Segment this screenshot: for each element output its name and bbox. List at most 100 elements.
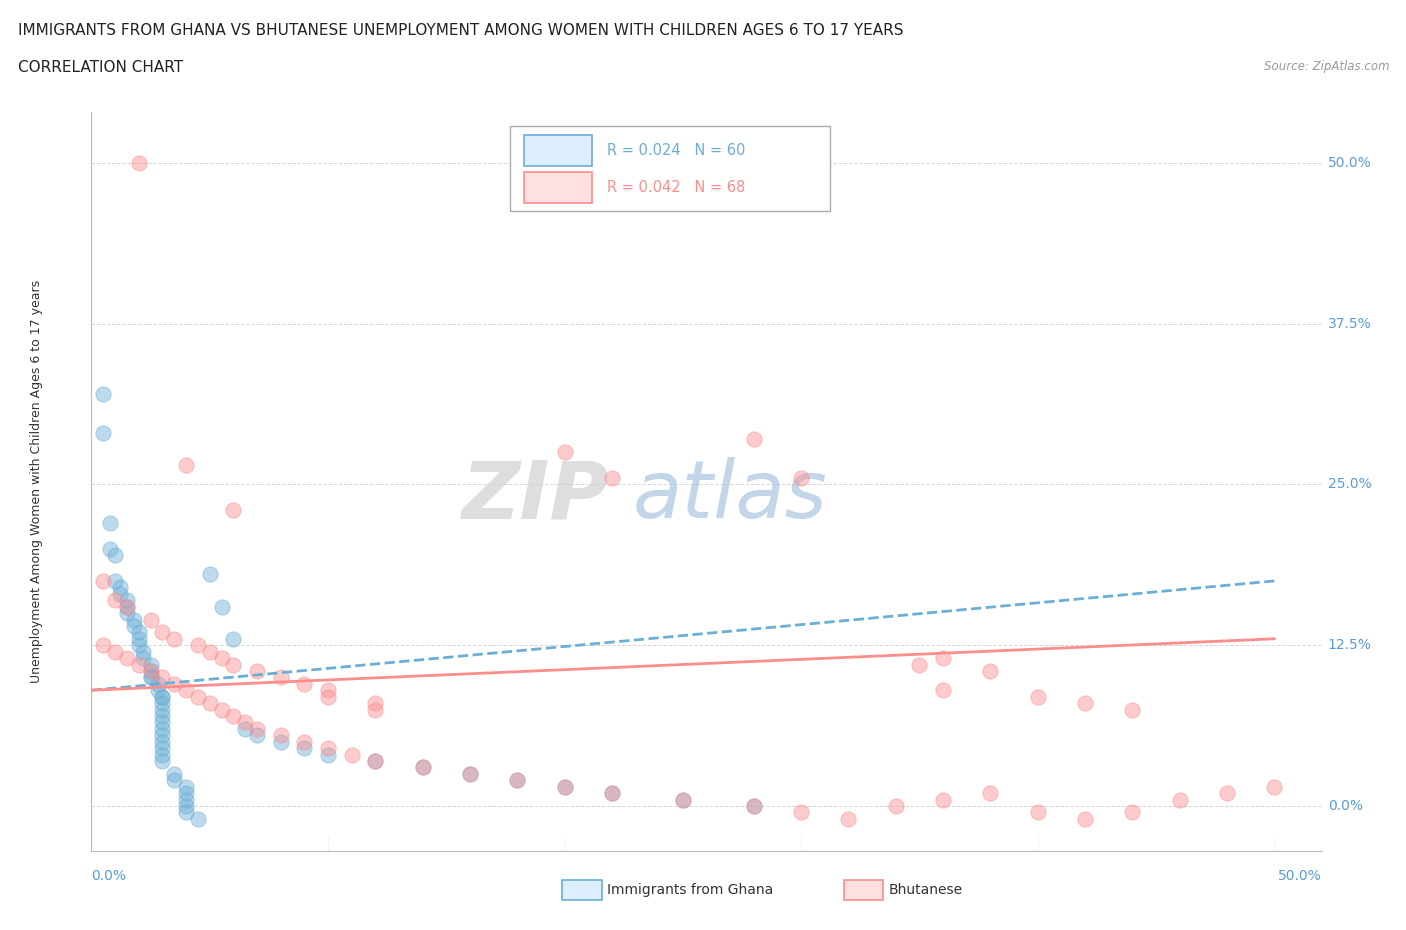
Point	[222, 658, 245, 672]
Point	[115, 651, 138, 666]
Point	[139, 670, 162, 684]
Point	[163, 773, 186, 788]
Point	[270, 670, 292, 684]
Point	[979, 786, 1001, 801]
Point	[198, 644, 221, 659]
Point	[364, 753, 387, 768]
Point	[837, 811, 859, 826]
Point	[139, 658, 162, 672]
Point	[128, 658, 150, 672]
Point	[139, 612, 162, 627]
Point	[108, 586, 131, 601]
Point	[98, 541, 121, 556]
Point	[139, 670, 162, 684]
Point	[150, 696, 173, 711]
Point	[104, 574, 127, 589]
Point	[174, 792, 197, 807]
Point	[1216, 786, 1239, 801]
Point	[187, 689, 209, 704]
Point	[600, 786, 623, 801]
Point	[884, 799, 907, 814]
Point	[270, 728, 292, 743]
Point	[1263, 779, 1285, 794]
Text: 25.0%: 25.0%	[1327, 477, 1371, 491]
Point	[150, 709, 173, 724]
Text: 0.0%: 0.0%	[1327, 799, 1362, 813]
FancyBboxPatch shape	[509, 126, 830, 211]
Point	[132, 651, 155, 666]
Point	[187, 638, 209, 653]
Point	[198, 567, 221, 582]
Point	[150, 715, 173, 730]
Point	[150, 753, 173, 768]
Point	[458, 766, 481, 781]
Point	[554, 779, 576, 794]
Point	[742, 799, 765, 814]
Point	[163, 766, 186, 781]
Text: Unemployment Among Women with Children Ages 6 to 17 years: Unemployment Among Women with Children A…	[30, 280, 42, 683]
Point	[128, 638, 150, 653]
Point	[1121, 805, 1143, 820]
Point	[672, 792, 695, 807]
Point	[1074, 696, 1097, 711]
Point	[506, 773, 529, 788]
Point	[132, 644, 155, 659]
Point	[458, 766, 481, 781]
Point	[139, 663, 162, 678]
Point	[104, 644, 127, 659]
FancyBboxPatch shape	[524, 172, 592, 203]
Point	[115, 599, 138, 614]
Point	[150, 740, 173, 755]
Point	[292, 740, 315, 755]
Text: 50.0%: 50.0%	[1278, 870, 1322, 884]
Point	[91, 574, 114, 589]
Point	[292, 676, 315, 691]
Point	[150, 722, 173, 737]
Point	[292, 734, 315, 749]
Point	[174, 683, 197, 698]
Point	[412, 760, 434, 775]
Text: R = 0.042   N = 68: R = 0.042 N = 68	[607, 180, 745, 195]
Point	[115, 605, 138, 620]
Point	[146, 683, 169, 698]
Point	[150, 734, 173, 749]
Point	[163, 631, 186, 646]
Point	[222, 709, 245, 724]
Point	[211, 651, 233, 666]
Point	[412, 760, 434, 775]
Point	[150, 728, 173, 743]
Point	[316, 683, 339, 698]
Point	[187, 811, 209, 826]
Point	[672, 792, 695, 807]
Text: 12.5%: 12.5%	[1327, 638, 1372, 652]
Point	[174, 799, 197, 814]
Text: atlas: atlas	[633, 457, 828, 535]
Point	[790, 805, 813, 820]
Point	[316, 740, 339, 755]
Point	[1026, 805, 1049, 820]
Text: Source: ZipAtlas.com: Source: ZipAtlas.com	[1264, 60, 1389, 73]
Point	[316, 747, 339, 762]
Point	[128, 631, 150, 646]
Text: 0.0%: 0.0%	[91, 870, 127, 884]
Text: 50.0%: 50.0%	[1327, 156, 1371, 170]
Point	[554, 445, 576, 459]
Point	[122, 612, 145, 627]
Point	[211, 599, 233, 614]
Point	[104, 548, 127, 563]
Point	[790, 471, 813, 485]
Point	[932, 683, 955, 698]
Point	[270, 734, 292, 749]
Point	[246, 663, 269, 678]
Point	[742, 432, 765, 447]
Text: 37.5%: 37.5%	[1327, 317, 1371, 331]
Point	[108, 580, 131, 595]
Point	[174, 805, 197, 820]
Point	[91, 387, 114, 402]
Point	[115, 592, 138, 607]
Point	[1026, 689, 1049, 704]
Point	[1168, 792, 1191, 807]
Point	[364, 696, 387, 711]
Point	[340, 747, 363, 762]
Point	[150, 670, 173, 684]
